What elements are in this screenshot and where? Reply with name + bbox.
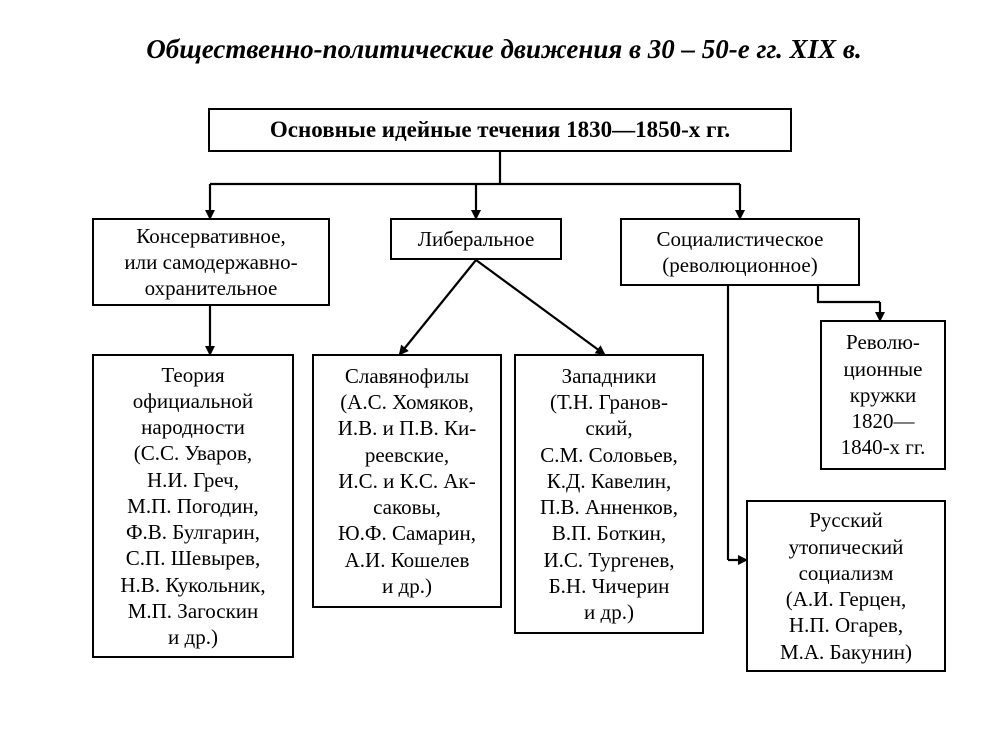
page-title-text: Общественно-политические движения в 30 –… bbox=[146, 34, 861, 64]
conservative-box: Консервативное, или самодержавно- охрани… bbox=[92, 218, 330, 306]
liberal-text: Либеральное bbox=[418, 226, 535, 252]
circles-box: Револю- ционные кружки 1820— 1840-х гг. bbox=[820, 320, 946, 470]
utopian-box: Русский утопический социализм (А.И. Герц… bbox=[746, 500, 946, 672]
utopian-text: Русский утопический социализм (А.И. Герц… bbox=[780, 507, 912, 665]
page-title: Общественно-политические движения в 30 –… bbox=[0, 34, 1008, 65]
socialist-text: Социалистическое (революционное) bbox=[657, 226, 824, 279]
liberal-box: Либеральное bbox=[390, 218, 562, 260]
diagram-canvas: Общественно-политические движения в 30 –… bbox=[0, 0, 1008, 756]
root-text: Основные идейные течения 1830—1850-х гг. bbox=[270, 116, 730, 145]
theory-box: Теория официальной народности (С.С. Увар… bbox=[92, 354, 294, 658]
conservative-text: Консервативное, или самодержавно- охрани… bbox=[124, 223, 297, 302]
westernizers-box: Западники (Т.Н. Гранов- ский, С.М. Солов… bbox=[514, 354, 704, 634]
slavophiles-box: Славянофилы (А.С. Хомяков, И.В. и П.В. К… bbox=[312, 354, 502, 608]
socialist-box: Социалистическое (революционное) bbox=[620, 218, 860, 286]
theory-text: Теория официальной народности (С.С. Увар… bbox=[120, 362, 265, 651]
circles-text: Револю- ционные кружки 1820— 1840-х гг. bbox=[841, 329, 926, 460]
slavophiles-text: Славянофилы (А.С. Хомяков, И.В. и П.В. К… bbox=[338, 363, 477, 599]
westernizers-text: Западники (Т.Н. Гранов- ский, С.М. Солов… bbox=[540, 363, 678, 626]
root-box: Основные идейные течения 1830—1850-х гг. bbox=[208, 108, 792, 152]
